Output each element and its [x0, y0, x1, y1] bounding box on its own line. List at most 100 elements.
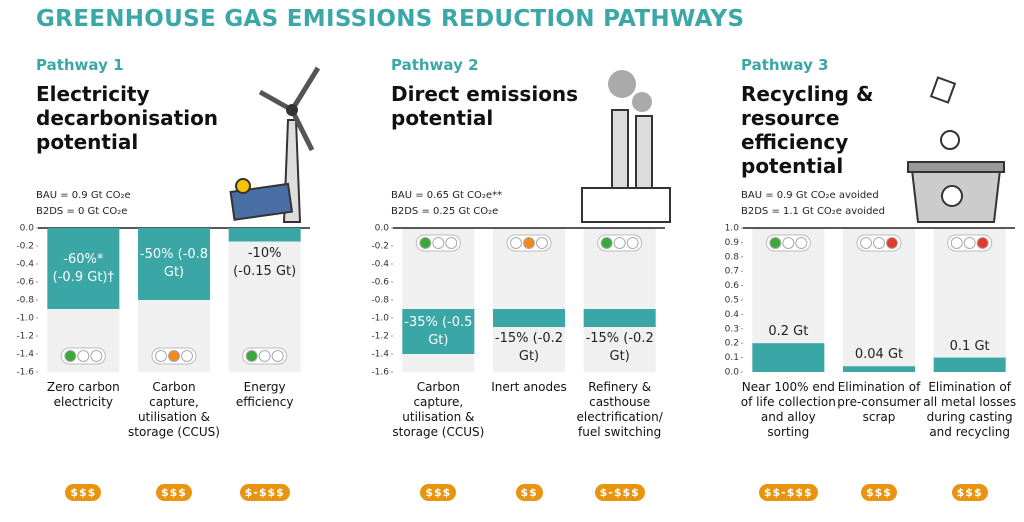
bin-icon: [907, 76, 1005, 223]
bar: [138, 228, 210, 300]
bar: [583, 309, 656, 327]
y-tick-label: -0.8: [16, 296, 34, 306]
turbine-icon: [229, 66, 321, 223]
b2ds-text: B2DS = 0.25 Gt CO₂e: [391, 206, 499, 217]
bar: [402, 309, 475, 354]
y-tick-label: 0.6: [725, 281, 740, 291]
y-tick-label: 0.0: [375, 224, 390, 234]
column-bg: [583, 228, 656, 372]
signal-light: [536, 237, 548, 249]
pathway-label: Pathway 2: [391, 56, 479, 74]
y-tick-label: -0.6: [16, 278, 34, 288]
signal-light: [245, 350, 258, 362]
signal-light: [860, 237, 872, 249]
value-label: 0.04 Gt: [854, 347, 904, 363]
signal-light: [613, 237, 626, 249]
signal-light: [886, 237, 898, 249]
cost-label: $$$: [861, 484, 897, 501]
bau-text: BAU = 0.9 Gt CO₂e avoided: [741, 190, 879, 201]
value-label: -60%* (-0.9 Gt)†: [52, 251, 114, 285]
signal-light: [419, 237, 432, 249]
cost-label: $$$: [65, 484, 102, 501]
y-tick-label: 0.5: [725, 296, 739, 306]
cost-label: $-$$$: [239, 484, 290, 501]
factory-icon: [581, 70, 671, 223]
panel-title: Recycling & resource efficiency potentia…: [741, 82, 874, 178]
signal-light: [271, 350, 284, 362]
value-label: 0.2 Gt: [768, 324, 809, 340]
y-tick-label: -0.6: [371, 278, 389, 288]
signal-light: [963, 237, 976, 249]
column-bg: [933, 228, 1006, 372]
signal-light: [64, 350, 77, 362]
y-tick-label: -1.4: [16, 350, 34, 360]
y-tick-label: -0.2: [371, 242, 389, 252]
y-tick-label: 0.7: [725, 267, 739, 277]
category-label: Energy efficiency: [235, 380, 294, 409]
panel-title: Direct emissions potential: [391, 82, 579, 130]
y-tick-label: -1.2: [371, 332, 389, 342]
signal-light: [181, 350, 193, 362]
column-bg: [843, 228, 915, 372]
signal-light: [258, 350, 271, 362]
bar: [228, 228, 301, 242]
main-title: GREENHOUSE GAS EMISSIONS REDUCTION PATHW…: [36, 6, 745, 32]
y-tick-label: 0.4: [725, 310, 740, 320]
bar: [752, 343, 825, 372]
y-tick-label: -1.4: [371, 350, 389, 360]
cost-label: $$$: [951, 484, 988, 501]
category-label: Elimination of pre-consumer scrap: [837, 380, 921, 424]
bar: [493, 309, 565, 327]
pathway-label: Pathway 3: [741, 56, 829, 74]
cost-label: $$-$$$: [758, 484, 818, 501]
y-tick-label: -0.2: [16, 242, 34, 252]
y-tick-label: 0.0: [725, 368, 740, 378]
signal-light: [950, 237, 963, 249]
category-label: Refinery & casthouse electrification/ fu…: [576, 380, 663, 439]
signal-light: [873, 237, 885, 249]
signal-light: [600, 237, 613, 249]
value-label: -50% (-0.8 Gt): [139, 247, 209, 280]
value-label: -15% (-0.2 Gt): [585, 331, 654, 364]
signal-light: [782, 237, 795, 249]
y-tick-label: -1.2: [16, 332, 34, 342]
signal-light: [168, 350, 180, 362]
signal-light: [445, 237, 458, 249]
y-tick-label: 0.3: [725, 324, 739, 334]
signal-light: [523, 237, 535, 249]
bar: [843, 366, 915, 372]
signal-light: [77, 350, 90, 362]
y-tick-label: -0.4: [371, 260, 389, 270]
bau-text: BAU = 0.65 Gt CO₂e**: [391, 190, 503, 201]
cost-label: $$$: [156, 484, 192, 501]
category-label: Elimination of all metal losses during c…: [923, 380, 1017, 439]
signal-light: [90, 350, 103, 362]
y-tick-label: -1.6: [371, 368, 389, 378]
pathway-label: Pathway 1: [36, 56, 124, 74]
panel-title: Electricity decarbonisation potential: [36, 82, 219, 154]
y-tick-label: 0.1: [725, 353, 739, 363]
signal-light: [432, 237, 445, 249]
bar: [47, 228, 120, 309]
signal-light: [510, 237, 522, 249]
y-tick-label: -1.6: [16, 368, 34, 378]
y-tick-label: 0.8: [725, 252, 740, 262]
b2ds-text: B2DS = 1.1 Gt CO₂e avoided: [741, 206, 885, 217]
y-tick-label: 0.9: [725, 238, 740, 248]
y-tick-label: -1.0: [371, 314, 389, 324]
category-label: Inert anodes: [491, 380, 567, 394]
y-tick-label: 0.0: [20, 224, 35, 234]
cost-label: $-$$$: [594, 484, 645, 501]
y-tick-label: -0.8: [371, 296, 389, 306]
bau-text: BAU = 0.9 Gt CO₂e: [36, 190, 131, 201]
category-label: Near 100% end of life collection and all…: [740, 380, 836, 439]
value-label: -15% (-0.2 Gt): [494, 331, 564, 364]
value-label: -35% (-0.5 Gt): [404, 314, 473, 348]
value-label: 0.1 Gt: [949, 338, 990, 354]
b2ds-text: B2DS = 0 Gt CO₂e: [36, 206, 128, 217]
signal-light: [976, 237, 989, 249]
y-tick-label: -0.4: [16, 260, 34, 270]
signal-light: [626, 237, 639, 249]
